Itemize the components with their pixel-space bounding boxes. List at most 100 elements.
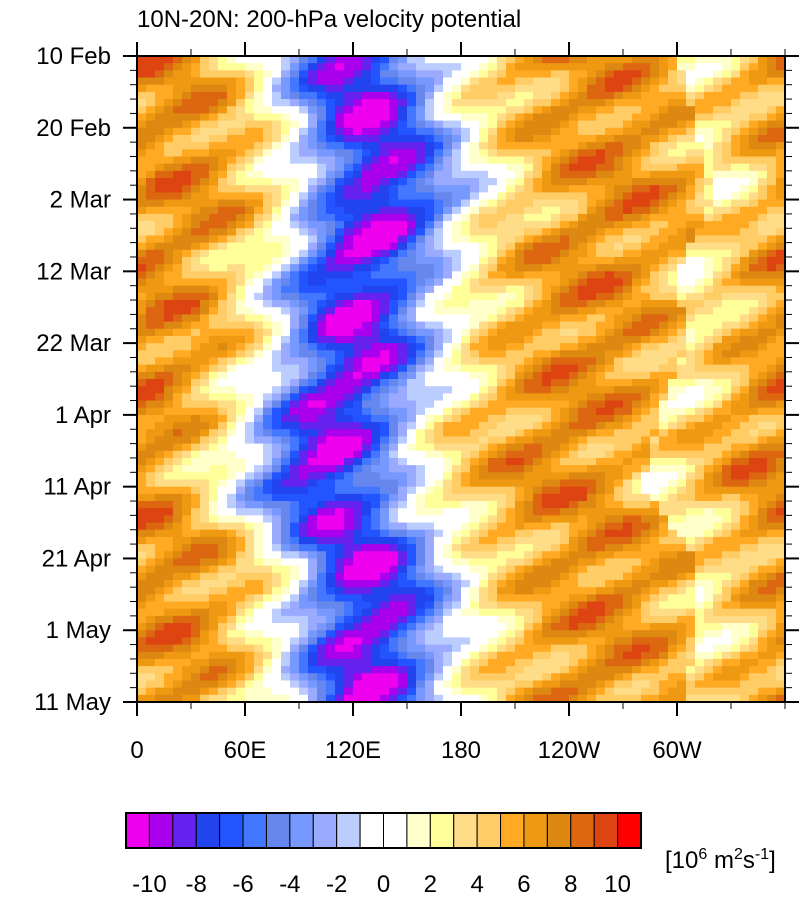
contour-cell	[227, 414, 237, 423]
contour-cell	[533, 493, 543, 502]
contour-cell	[731, 321, 741, 330]
contour-cell	[317, 314, 327, 323]
contour-cell	[704, 63, 714, 71]
contour-cell	[479, 213, 489, 222]
contour-cell	[524, 450, 534, 459]
contour-cell	[407, 149, 417, 158]
contour-cell	[542, 536, 552, 545]
contour-cell	[506, 522, 516, 531]
contour-cell	[758, 285, 768, 294]
contour-cell	[704, 292, 714, 301]
contour-cell	[677, 493, 687, 502]
contour-cell	[578, 278, 588, 287]
contour-cell	[218, 350, 228, 359]
contour-cell	[569, 479, 579, 488]
contour-cell	[443, 292, 453, 301]
contour-cell	[758, 170, 768, 179]
contour-cell	[335, 493, 345, 502]
contour-cell	[731, 242, 741, 251]
contour-cell	[677, 536, 687, 545]
contour-cell	[263, 149, 273, 158]
contour-cell	[641, 400, 651, 409]
contour-cell	[623, 77, 633, 86]
contour-cell	[308, 285, 318, 294]
contour-cell	[776, 379, 786, 387]
contour-cell	[587, 206, 597, 215]
contour-cell	[290, 465, 300, 473]
contour-cell	[443, 142, 453, 150]
contour-cell	[335, 213, 345, 222]
contour-cell	[326, 422, 336, 430]
contour-cell	[209, 321, 219, 330]
contour-cell	[632, 149, 642, 158]
contour-cell	[641, 371, 651, 380]
contour-cell	[299, 314, 309, 323]
contour-cell	[434, 314, 444, 323]
contour-field	[137, 56, 786, 703]
contour-cell	[740, 192, 750, 201]
contour-cell	[569, 199, 579, 208]
contour-cell	[776, 242, 786, 251]
contour-cell	[695, 515, 705, 524]
contour-cell	[335, 221, 345, 229]
contour-cell	[560, 91, 570, 100]
contour-cell	[686, 472, 696, 481]
contour-cell	[416, 77, 426, 86]
contour-cell	[641, 321, 651, 330]
contour-cell	[605, 221, 615, 229]
contour-cell	[290, 213, 300, 222]
contour-cell	[200, 63, 210, 71]
contour-cell	[641, 142, 651, 150]
contour-cell	[479, 134, 489, 143]
contour-cell	[416, 307, 426, 315]
contour-cell	[209, 120, 219, 129]
contour-cell	[191, 163, 201, 172]
contour-cell	[407, 156, 417, 165]
contour-cell	[596, 536, 606, 545]
contour-cell	[497, 544, 507, 552]
contour-cell	[749, 77, 759, 86]
contour-cell	[668, 501, 678, 509]
contour-cell	[569, 457, 579, 466]
contour-cell	[191, 393, 201, 402]
contour-cell	[164, 465, 174, 473]
contour-cell	[146, 364, 156, 373]
contour-cell	[281, 429, 291, 438]
contour-cell	[452, 343, 462, 351]
contour-cell	[173, 544, 183, 552]
contour-cell	[749, 221, 759, 229]
contour-cell	[470, 457, 480, 466]
contour-cell	[677, 120, 687, 129]
contour-cell	[659, 56, 669, 64]
contour-cell	[308, 321, 318, 330]
contour-cell	[254, 379, 264, 387]
contour-cell	[326, 472, 336, 481]
contour-cell	[587, 508, 597, 516]
contour-cell	[623, 91, 633, 100]
contour-cell	[650, 249, 660, 258]
contour-cell	[506, 185, 516, 193]
contour-cell	[434, 235, 444, 244]
contour-cell	[479, 149, 489, 158]
contour-cell	[731, 264, 741, 272]
contour-cell	[740, 357, 750, 366]
contour-cell	[461, 357, 471, 366]
contour-cell	[641, 134, 651, 143]
contour-cell	[659, 249, 669, 258]
contour-cell	[569, 242, 579, 251]
contour-cell	[524, 400, 534, 409]
contour-cell	[182, 414, 192, 423]
contour-cell	[668, 235, 678, 244]
contour-cell	[533, 350, 543, 359]
contour-cell	[560, 493, 570, 502]
contour-cell	[578, 501, 588, 509]
contour-cell	[704, 113, 714, 122]
contour-cell	[596, 307, 606, 315]
contour-cell	[155, 522, 165, 531]
contour-cell	[677, 379, 687, 387]
contour-cell	[155, 379, 165, 387]
contour-cell	[704, 501, 714, 509]
contour-cell	[281, 457, 291, 466]
contour-cell	[182, 436, 192, 445]
contour-cell	[479, 335, 489, 344]
